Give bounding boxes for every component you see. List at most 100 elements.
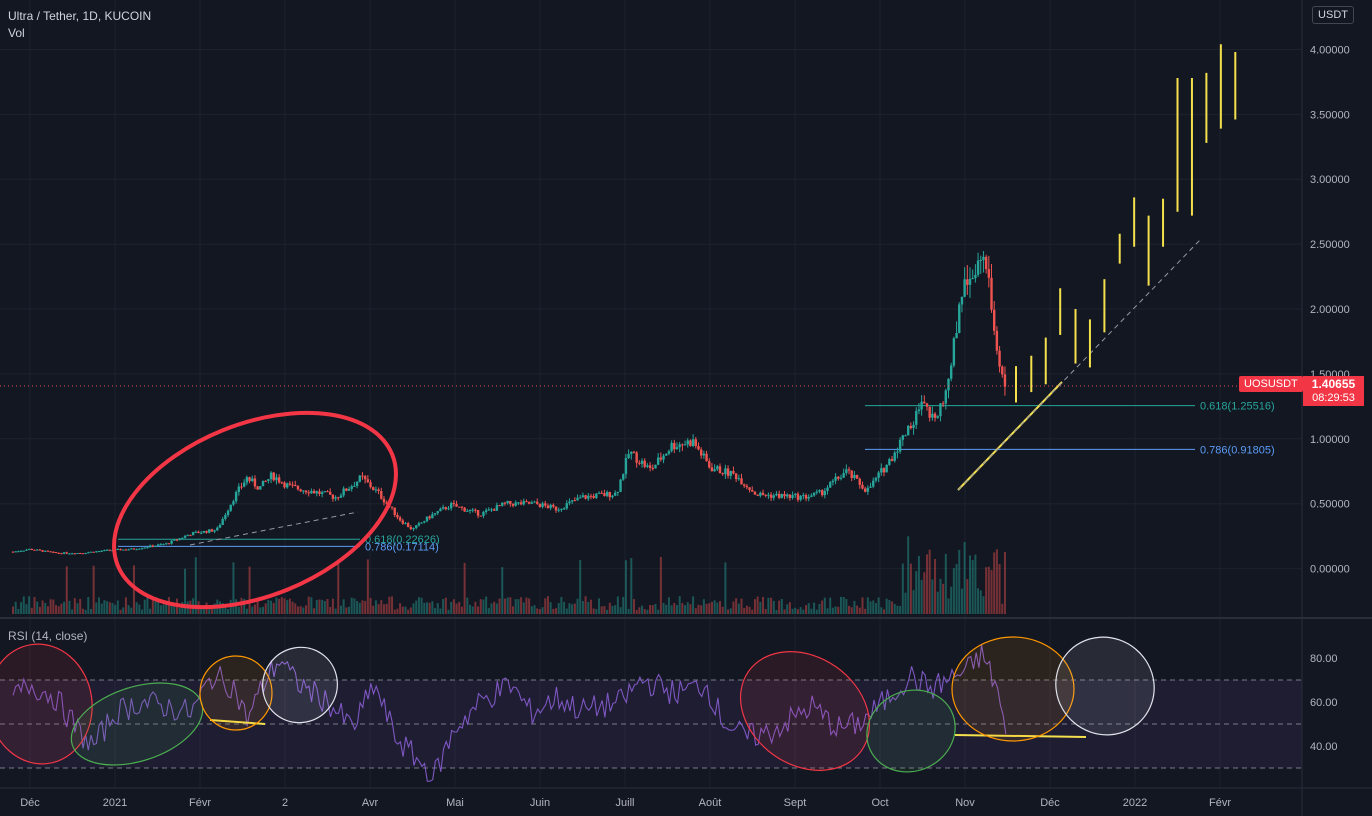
candle-body	[624, 458, 628, 475]
candle-body	[552, 504, 555, 507]
candle-body	[705, 453, 708, 462]
volume-bar	[745, 605, 748, 614]
volume-bar	[291, 601, 294, 614]
candle-body	[447, 508, 450, 510]
volume-bar	[385, 603, 388, 614]
candle-body	[436, 511, 439, 514]
projection-bars	[1015, 44, 1237, 403]
candle-body	[54, 552, 58, 554]
candle-body	[931, 413, 934, 418]
volume-bar	[780, 598, 783, 614]
volume-bar	[321, 599, 324, 614]
candle-body	[861, 484, 864, 489]
candle-body	[667, 451, 671, 454]
candle-body	[659, 457, 663, 460]
candle-body	[587, 495, 590, 499]
candle-body	[409, 527, 413, 530]
candle-body	[73, 553, 77, 555]
volume-bar	[178, 607, 181, 614]
candle-body	[718, 466, 722, 474]
candle-body	[786, 494, 789, 497]
volume-bar	[151, 596, 154, 614]
volume-bar	[288, 598, 291, 614]
volume-bar	[149, 608, 152, 614]
candle-body	[65, 552, 68, 554]
chart-title[interactable]: Ultra / Tether, 1D, KUCOIN	[8, 9, 152, 23]
candle-body	[68, 553, 71, 555]
volume-bar	[963, 542, 966, 614]
volume-bar	[549, 602, 552, 614]
volume-bar	[245, 608, 248, 614]
candle-body	[923, 401, 926, 404]
candle-body	[234, 492, 238, 502]
volume-bar	[904, 592, 907, 614]
candle-body	[686, 440, 689, 445]
candle-body	[906, 425, 910, 436]
symbol-badge: UOSUSDT	[1239, 376, 1303, 392]
candle-body	[264, 480, 267, 482]
volume-bar	[802, 609, 805, 614]
volume-bar	[756, 596, 759, 614]
volume-bar	[571, 604, 574, 614]
candle-body	[363, 476, 367, 480]
volume-bar	[68, 600, 71, 614]
candle-body	[984, 256, 988, 270]
volume-bar	[942, 583, 945, 614]
candle-body	[751, 489, 754, 492]
volume-bar	[697, 604, 700, 614]
volume-bar	[141, 609, 144, 614]
rsi-tick-label: 80.00	[1310, 653, 1338, 665]
candle-body	[909, 425, 913, 429]
currency-badge[interactable]: USDT	[1312, 6, 1354, 24]
candle-body	[976, 260, 980, 275]
candle-body	[837, 476, 840, 479]
price-tick-label: 4.00000	[1310, 44, 1350, 56]
candle-body	[643, 460, 646, 467]
volume-bar	[100, 603, 103, 614]
volume-bar	[200, 607, 203, 614]
candle-body	[22, 550, 25, 552]
volume-bar	[528, 598, 531, 614]
volume-bar	[318, 599, 321, 614]
candle-body	[509, 500, 512, 504]
candle-body	[573, 500, 577, 502]
candle-body	[81, 553, 85, 555]
time-tick-label: 2022	[1123, 797, 1147, 809]
candle-body	[46, 550, 50, 552]
volume-bar	[509, 597, 512, 614]
last-price-value: 1.40655	[1311, 377, 1356, 391]
candle-body	[519, 502, 523, 505]
candle-body	[167, 543, 171, 545]
candle-body	[734, 473, 738, 479]
accumulation-ellipse	[112, 410, 398, 610]
volume-bar	[689, 604, 692, 614]
rsi-label[interactable]: RSI (14, close)	[8, 629, 88, 643]
volume-bar	[718, 600, 721, 614]
candle-body	[294, 484, 297, 486]
candle-body	[963, 279, 966, 297]
candle-body	[143, 547, 146, 549]
volume-bar	[22, 596, 25, 614]
candle-body	[888, 459, 891, 465]
candle-body	[742, 484, 746, 486]
candle-body	[355, 481, 359, 486]
volume-label[interactable]: Vol	[8, 26, 25, 40]
volume-bar	[557, 603, 560, 614]
candle-body	[210, 529, 214, 532]
candle-body	[374, 489, 378, 491]
volume-bar	[923, 572, 926, 614]
volume-bar	[818, 604, 821, 614]
candle-body	[119, 549, 122, 551]
candle-body	[829, 482, 832, 488]
volume-bar	[124, 597, 127, 614]
volume-bar	[415, 600, 418, 614]
volume-bar	[89, 608, 92, 614]
candle-body	[710, 467, 714, 472]
candle-body	[791, 495, 794, 498]
candle-body	[818, 490, 821, 492]
candle-body	[492, 509, 496, 511]
candle-body	[299, 489, 302, 492]
volume-bar	[374, 600, 377, 614]
volume-bar	[934, 559, 937, 614]
